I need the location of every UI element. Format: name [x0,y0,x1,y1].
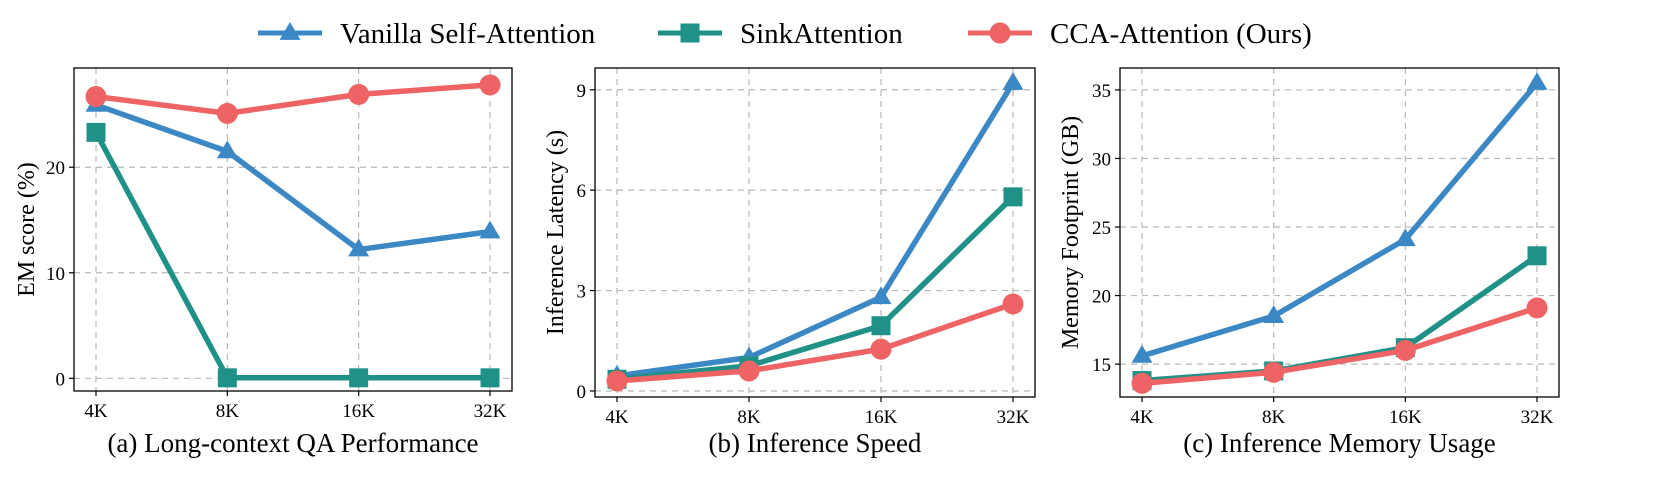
y-tick-label: 20 [1092,287,1111,308]
y-axis-title: Inference Latency (s) [543,130,569,335]
data-point [1131,344,1153,363]
panels: 4K 8K 16K 32K 0 10 20 EM score (%) (a) Long-cont… [14,67,1560,458]
series-line [614,194,1016,383]
data-point [1526,297,1548,319]
legend-marker [279,22,301,40]
data-point [1131,372,1153,394]
series-line [93,102,493,253]
series-cca-attention-ours [1131,297,1548,394]
data-point [1263,305,1285,323]
data-point [1526,72,1548,90]
grid [74,68,512,391]
panel-caption: (c) Inference Memory Usage [1183,428,1496,458]
series-cca-attention-ours [606,293,1024,392]
plot-frame [594,67,1036,398]
x-tick-label: 32K [1521,407,1554,428]
data-point [1003,187,1023,207]
series-line [614,301,1016,384]
y-tick-label: 20 [46,158,65,179]
data-point [85,86,107,107]
legend-marker [680,23,700,43]
legend-label: Vanilla Self-Attention [340,18,596,50]
plot-frame [1119,67,1560,398]
y-tick-label: 6 [577,181,587,202]
y-tick-label: 10 [46,264,65,285]
x-tick-label: 8K [216,401,240,422]
y-tick-label: 35 [1092,81,1111,102]
panel-caption: (a) Long-context QA Performance [107,428,478,458]
x-tick-label: 16K [1389,407,1422,428]
data-point [1394,339,1416,361]
data-point [479,220,501,239]
series-vanilla-self-attention [606,72,1024,383]
series-sinkattention [1132,246,1547,391]
data-point [1394,228,1416,247]
series-vanilla-self-attention [1131,72,1548,363]
legend-label: CCA-Attention (Ours) [1050,18,1312,50]
legend-item-vanilla-self-attention: Vanilla Self-Attention [258,18,596,50]
panel-b: 4K 8K 16K 32K 0 3 6 9 Inference Latency (s) (b) I… [543,67,1036,458]
legend: Vanilla Self-Attention SinkAttention CCA-A… [258,18,1312,50]
x-tick-label: 4K [1130,407,1154,428]
data-point [1002,72,1024,90]
x-tick-label: 32K [997,407,1030,428]
legend-item-sinkattention: SinkAttention [658,18,903,50]
series-line [1139,305,1540,387]
data-point [1527,246,1547,266]
x-tick-label: 16K [865,407,898,428]
series-vanilla-self-attention [85,93,501,257]
y-tick-label: 30 [1092,149,1111,170]
y-tick-label: 3 [577,282,587,303]
data-point [1002,293,1024,315]
data-point [871,316,891,336]
x-tick-label: 32K [474,401,507,422]
data-point [349,368,369,388]
data-point [738,360,760,382]
grid [1120,68,1559,397]
data-point [1263,361,1285,383]
data-point [870,338,892,360]
legend-label: SinkAttention [740,18,903,50]
series-sinkattention [86,122,500,388]
y-tick-label: 0 [56,369,66,390]
panel-caption: (b) Inference Speed [709,428,922,458]
data-point [217,368,237,388]
legend-item-cca-attention-ours: CCA-Attention (Ours) [968,18,1312,50]
x-tick-label: 16K [342,401,375,422]
series-line [93,82,493,117]
data-point [870,286,892,305]
x-tick-label: 4K [605,407,629,428]
data-point [348,83,370,105]
grid [595,68,1035,397]
panel-a: 4K 8K 16K 32K 0 10 20 EM score (%) (a) Long-cont… [14,67,513,458]
series-line [1139,80,1540,359]
x-tick-label: 8K [1262,407,1286,428]
y-tick-label: 15 [1092,355,1111,376]
series-line [93,129,493,381]
data-point [480,368,500,388]
series-line [614,80,1016,379]
y-tick-label: 0 [577,382,587,403]
y-axis-title: EM score (%) [14,162,40,297]
data-point [216,140,238,159]
data-point [348,238,370,257]
x-tick-label: 8K [737,407,761,428]
y-tick-label: 25 [1092,218,1111,239]
data-point [606,370,628,392]
x-tick-label: 4K [84,401,108,422]
y-tick-label: 9 [577,81,587,102]
data-point [216,102,238,124]
data-point [86,122,106,142]
series-cca-attention-ours [85,74,501,124]
y-axis-title: Memory Footprint (GB) [1058,116,1084,349]
plot-frame [73,67,513,392]
legend-marker [989,22,1011,44]
panel-c: 4K 8K 16K 32K 15 20 25 30 35 Memory Footprint (GB… [1058,67,1560,458]
data-point [479,74,501,96]
